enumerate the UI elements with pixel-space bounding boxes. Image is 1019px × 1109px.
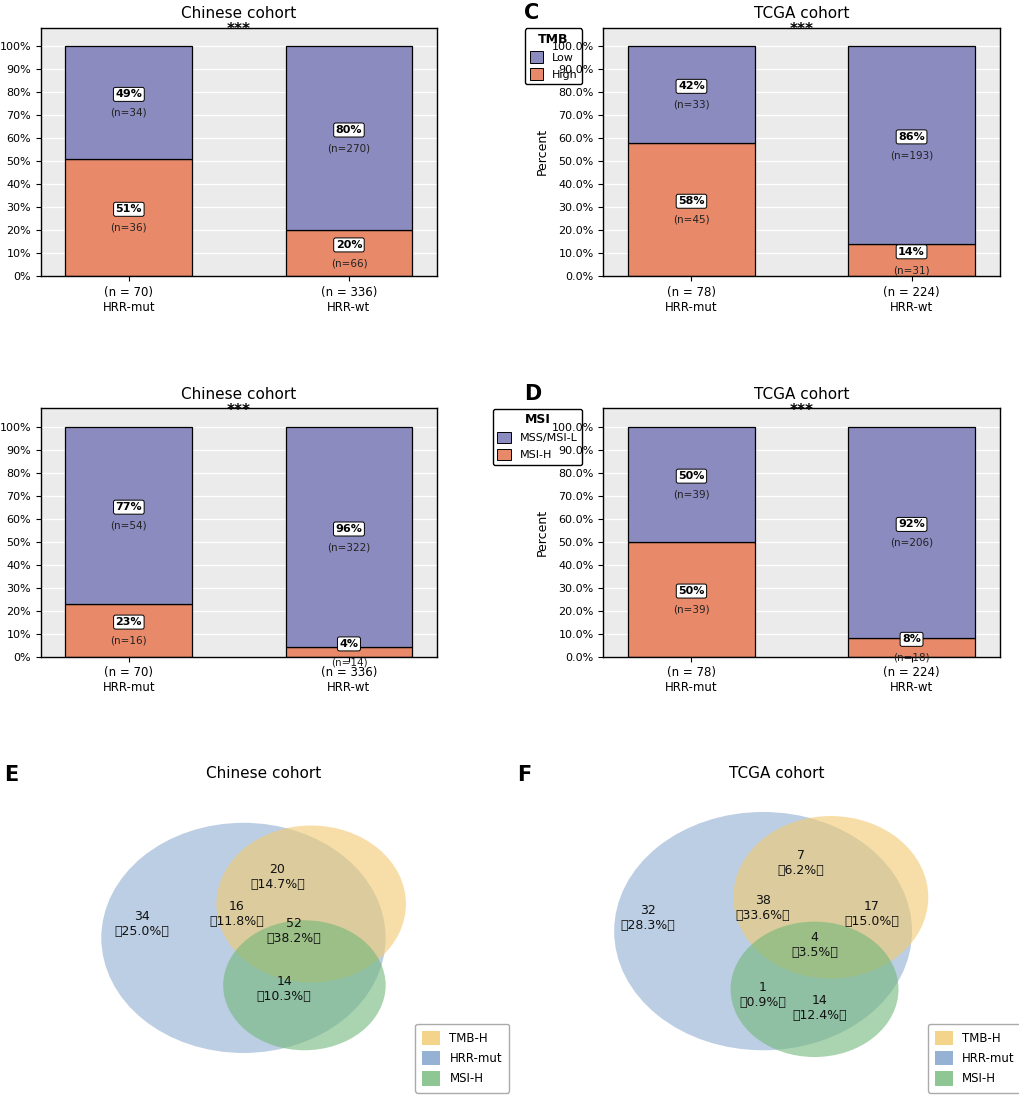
Text: ***: ***: [226, 403, 251, 417]
Text: 14
（10.3%）: 14 （10.3%）: [257, 975, 311, 1004]
Text: ***: ***: [226, 22, 251, 37]
Bar: [848, 638, 974, 657]
Y-axis label: Percent: Percent: [535, 129, 548, 175]
Bar: [628, 47, 754, 143]
Text: 34
（25.0%）: 34 （25.0%）: [114, 910, 169, 938]
Text: 17
（15.0%）: 17 （15.0%）: [843, 899, 898, 927]
Title: Chinese cohort: Chinese cohort: [181, 6, 297, 21]
Legend: TMB-H, HRR-mut, MSI-H: TMB-H, HRR-mut, MSI-H: [927, 1024, 1019, 1092]
Bar: [628, 143, 754, 276]
Text: 50%: 50%: [678, 471, 704, 481]
Text: 38
（33.6%）: 38 （33.6%）: [735, 894, 790, 922]
Text: 16
（11.8%）: 16 （11.8%）: [209, 899, 264, 927]
Text: (n=33): (n=33): [673, 100, 709, 110]
Text: (n=206): (n=206): [890, 538, 932, 548]
Text: 4
（3.5%）: 4 （3.5%）: [791, 930, 838, 958]
Bar: [848, 47, 974, 244]
Text: 14%: 14%: [898, 247, 924, 257]
Ellipse shape: [613, 812, 911, 1050]
Bar: [628, 541, 754, 657]
Bar: [65, 427, 192, 603]
Text: D: D: [524, 384, 541, 404]
Bar: [285, 648, 412, 657]
Text: 96%: 96%: [335, 523, 362, 535]
Text: ***: ***: [789, 22, 813, 37]
Text: (n=45): (n=45): [673, 215, 709, 225]
Text: 92%: 92%: [898, 519, 924, 529]
Text: (n=322): (n=322): [327, 542, 370, 552]
Bar: [285, 230, 412, 276]
Title: TCGA cohort: TCGA cohort: [753, 387, 849, 401]
Text: (n=66): (n=66): [330, 258, 367, 268]
Text: (n=270): (n=270): [327, 143, 370, 153]
Text: 23%: 23%: [115, 617, 142, 627]
Text: 7
（6.2%）: 7 （6.2%）: [776, 849, 823, 877]
Text: 42%: 42%: [678, 81, 704, 91]
Title: Chinese cohort: Chinese cohort: [206, 766, 321, 781]
Text: 80%: 80%: [335, 125, 362, 135]
Text: (n=31): (n=31): [893, 265, 929, 275]
Text: 1
（0.9%）: 1 （0.9%）: [739, 980, 786, 1009]
Text: 20%: 20%: [335, 240, 362, 250]
Text: E: E: [4, 765, 18, 785]
Bar: [848, 244, 974, 276]
Text: 86%: 86%: [898, 132, 924, 142]
Legend: TMB-H, HRR-mut, MSI-H: TMB-H, HRR-mut, MSI-H: [415, 1024, 508, 1092]
Text: 49%: 49%: [115, 90, 142, 100]
Legend: Low, High: Low, High: [525, 29, 582, 84]
Ellipse shape: [733, 816, 927, 978]
Text: (n=34): (n=34): [110, 108, 147, 118]
Bar: [65, 603, 192, 657]
Text: 32
（28.3%）: 32 （28.3%）: [620, 904, 675, 932]
Bar: [285, 47, 412, 230]
Text: 58%: 58%: [678, 196, 704, 206]
Text: ***: ***: [789, 403, 813, 417]
Bar: [65, 159, 192, 276]
Text: (n=193): (n=193): [889, 151, 932, 161]
Text: (n=16): (n=16): [110, 635, 147, 645]
Text: (n=36): (n=36): [110, 223, 147, 233]
Bar: [285, 427, 412, 648]
Y-axis label: Percent: Percent: [535, 509, 548, 556]
Text: 14
（12.4%）: 14 （12.4%）: [792, 995, 847, 1022]
Ellipse shape: [730, 922, 898, 1057]
Bar: [628, 427, 754, 541]
Text: C: C: [524, 3, 539, 23]
Bar: [848, 427, 974, 638]
Title: TCGA cohort: TCGA cohort: [729, 766, 823, 781]
Text: (n=39): (n=39): [673, 604, 709, 614]
Ellipse shape: [223, 920, 385, 1050]
Text: (n=54): (n=54): [110, 520, 147, 530]
Text: (n=18): (n=18): [893, 653, 929, 663]
Bar: [65, 47, 192, 159]
Ellipse shape: [216, 825, 406, 983]
Legend: MSS/MSI-L, MSI-H: MSS/MSI-L, MSI-H: [492, 409, 582, 465]
Text: F: F: [517, 765, 531, 785]
Text: 4%: 4%: [339, 639, 358, 649]
Text: 20
（14.7%）: 20 （14.7%）: [250, 863, 305, 891]
Title: TCGA cohort: TCGA cohort: [753, 6, 849, 21]
Text: 8%: 8%: [901, 634, 920, 644]
Text: (n=39): (n=39): [673, 489, 709, 499]
Title: Chinese cohort: Chinese cohort: [181, 387, 297, 401]
Text: 50%: 50%: [678, 586, 704, 596]
Ellipse shape: [101, 823, 385, 1052]
Text: 52
（38.2%）: 52 （38.2%）: [266, 917, 321, 945]
Text: 77%: 77%: [115, 502, 142, 512]
Text: (n=14): (n=14): [330, 658, 367, 668]
Text: 51%: 51%: [115, 204, 142, 214]
